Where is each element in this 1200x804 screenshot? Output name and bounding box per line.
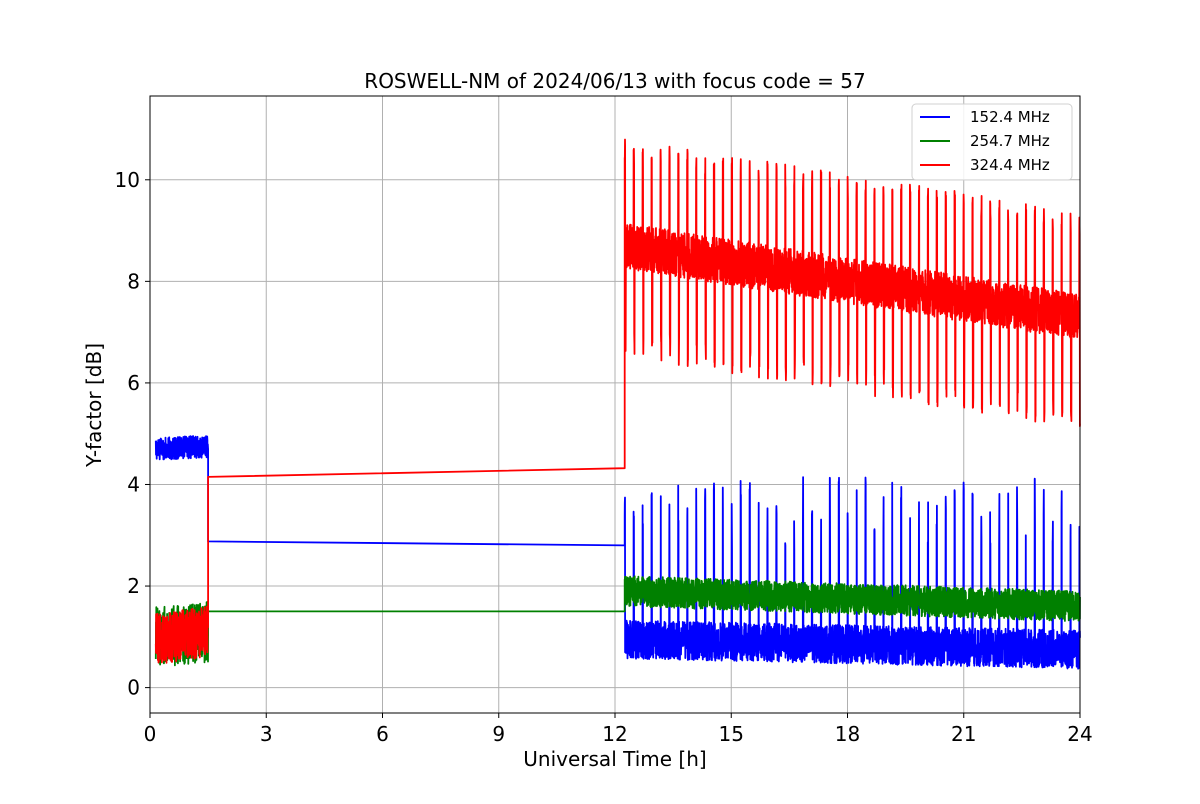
x-tick-label: 3 (260, 722, 273, 746)
x-tick-label: 12 (602, 722, 627, 746)
grid (149, 96, 1081, 713)
x-tick-label: 15 (719, 722, 744, 746)
series-line-152-4-mhz (154, 435, 1081, 670)
y-tick-label: 0 (127, 676, 140, 700)
y-tick-label: 10 (115, 168, 140, 192)
x-tick-label: 21 (951, 722, 976, 746)
x-tick-label: 0 (144, 722, 157, 746)
x-tick-label: 6 (376, 722, 389, 746)
y-tick-label: 6 (127, 371, 140, 395)
x-axis-label: Universal Time [h] (523, 747, 706, 771)
y-axis-label: Y-factor [dB] (82, 343, 106, 468)
x-axis-ticks: 0 3 6 9 12 15 18 21 24 (144, 713, 1093, 746)
y-axis-ticks: 0 2 4 6 8 10 (115, 168, 150, 700)
y-tick-label: 2 (127, 574, 140, 598)
series-line-324-4-mhz (154, 138, 1081, 664)
legend-box (911, 103, 1073, 181)
x-tick-label: 9 (492, 722, 505, 746)
series-layer (154, 138, 1081, 670)
y-tick-label: 8 (127, 269, 140, 293)
x-tick-label: 24 (1067, 722, 1092, 746)
y-tick-label: 4 (127, 472, 140, 496)
x-tick-label: 18 (835, 722, 860, 746)
legend-label: 254.7 MHz (970, 132, 1050, 150)
legend-label: 152.4 MHz (970, 108, 1050, 126)
legend: 152.4 MHz 254.7 MHz 324.4 MHz (911, 103, 1073, 181)
legend-label: 324.4 MHz (970, 156, 1050, 174)
chart-title: ROSWELL-NM of 2024/06/13 with focus code… (364, 69, 865, 93)
series-line-254-7-mhz (154, 575, 1081, 667)
